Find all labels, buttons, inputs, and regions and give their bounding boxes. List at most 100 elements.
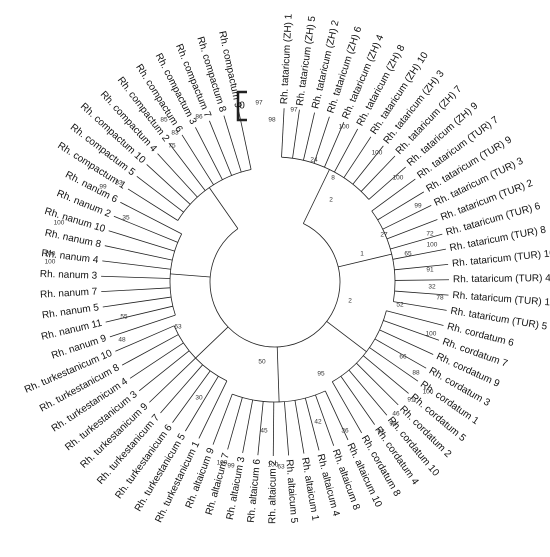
branch: [127, 188, 179, 221]
leaf-label: Rh. tataricum (TUR) 10: [452, 248, 550, 269]
bootstrap-value: 42: [314, 419, 322, 426]
bootstrap-value: 97: [255, 100, 263, 107]
branch: [223, 115, 242, 173]
branch: [121, 334, 179, 366]
branch: [292, 109, 300, 159]
scale-label: 0: [239, 101, 245, 112]
branch: [136, 175, 184, 213]
branch: [113, 215, 178, 243]
bootstrap-value: 92: [377, 429, 385, 436]
clade-arc: [169, 233, 183, 316]
branch: [368, 166, 406, 200]
bootstrap-value: 63: [277, 464, 285, 471]
branch: [352, 145, 384, 185]
bootstrap-value: 83: [171, 130, 179, 137]
branch: [324, 122, 345, 168]
bootstrap-value: 52: [396, 302, 404, 309]
bootstrap-value: 99: [99, 184, 107, 191]
branch: [324, 390, 349, 441]
branch: [101, 287, 171, 293]
branch: [169, 143, 206, 191]
branch: [157, 153, 198, 198]
bootstrap-value: 100: [339, 124, 350, 131]
branch: [304, 397, 320, 451]
branch: [377, 191, 425, 221]
leaf-label: Rh. altaicum 6: [246, 458, 263, 523]
bootstrap-value: 100: [268, 462, 279, 469]
branch: [315, 394, 335, 446]
bootstrap-value: 27: [380, 232, 388, 239]
branch: [115, 325, 175, 352]
branch: [181, 134, 214, 186]
clade-stem: [170, 273, 211, 278]
bootstrap-value: 24: [310, 157, 318, 164]
branch: [195, 127, 223, 180]
bootstrap-value: 95: [317, 371, 325, 378]
branch: [334, 128, 359, 173]
branch: [198, 380, 228, 439]
leaf-label: Rh. altaicum 2: [267, 460, 279, 524]
branch: [394, 279, 449, 281]
bootstrap-value: 50: [258, 359, 266, 366]
bootstrap-value: 30: [195, 395, 203, 402]
bootstrap-value: 35: [122, 215, 130, 222]
bootstrap-value: 72: [426, 231, 434, 238]
bootstrap-value: 91: [426, 267, 434, 274]
clade-stem: [326, 321, 367, 353]
branch: [108, 230, 175, 252]
leaf-label: Rh. altaicum 1: [299, 457, 321, 522]
branch: [360, 155, 396, 192]
clade-stem: [208, 187, 239, 229]
bootstrap-value: 55: [120, 314, 128, 321]
branch: [340, 376, 375, 425]
branch: [348, 369, 388, 416]
clade-stem: [302, 169, 330, 224]
branch: [101, 275, 171, 279]
branch: [212, 393, 233, 445]
branch: [272, 401, 275, 456]
bootstrap-value: 86: [195, 114, 203, 121]
leaf-label: Rh. tataricum (TUR) 1: [452, 290, 550, 308]
bootstrap-value: 88: [412, 370, 420, 377]
scale-bar: [236, 90, 247, 122]
branch: [185, 376, 219, 432]
branch: [382, 205, 432, 230]
bootstrap-value: 98: [268, 117, 276, 124]
branch: [363, 355, 409, 394]
bootstrap-value: 48: [118, 337, 126, 344]
bootstrap-value: 65: [404, 251, 412, 258]
bootstrap-value: 63: [174, 324, 182, 331]
bootstrap-value: 100: [217, 460, 228, 467]
branch: [394, 290, 449, 296]
branch: [383, 320, 440, 341]
branch: [394, 263, 449, 271]
leaf-label: Rh. nanum 3: [40, 269, 98, 282]
bootstrap-value: 100: [45, 251, 56, 258]
bootstrap-value: 83: [115, 180, 123, 187]
bootstrap-value: 85: [160, 117, 168, 124]
branch: [129, 342, 184, 379]
branch: [238, 111, 252, 170]
bootstrap-value: 36: [341, 428, 349, 435]
branch: [102, 296, 172, 308]
branch: [149, 357, 196, 403]
bootstrap-value: 99: [227, 463, 235, 470]
bootstrap-value: 1: [360, 251, 364, 258]
branch: [105, 305, 173, 323]
root-arc: [209, 223, 341, 348]
branch: [160, 364, 203, 414]
branch: [390, 233, 443, 250]
bootstrap-value: 100: [372, 150, 383, 157]
branch: [120, 201, 182, 235]
branch: [386, 219, 438, 240]
leaf-label: Rh. nanum 5: [41, 302, 100, 321]
bootstrap-value: 8: [331, 175, 335, 182]
bootstrap-value: 100: [393, 175, 404, 182]
branch: [313, 116, 330, 164]
branch: [172, 370, 211, 423]
leaf-label: Rh. tataricum (TUR) 4: [453, 273, 550, 285]
bootstrap-value: 46: [392, 411, 400, 418]
branch: [356, 362, 399, 406]
bootstrap-value: 2: [329, 197, 333, 204]
bootstrap-value: 99: [414, 203, 422, 210]
